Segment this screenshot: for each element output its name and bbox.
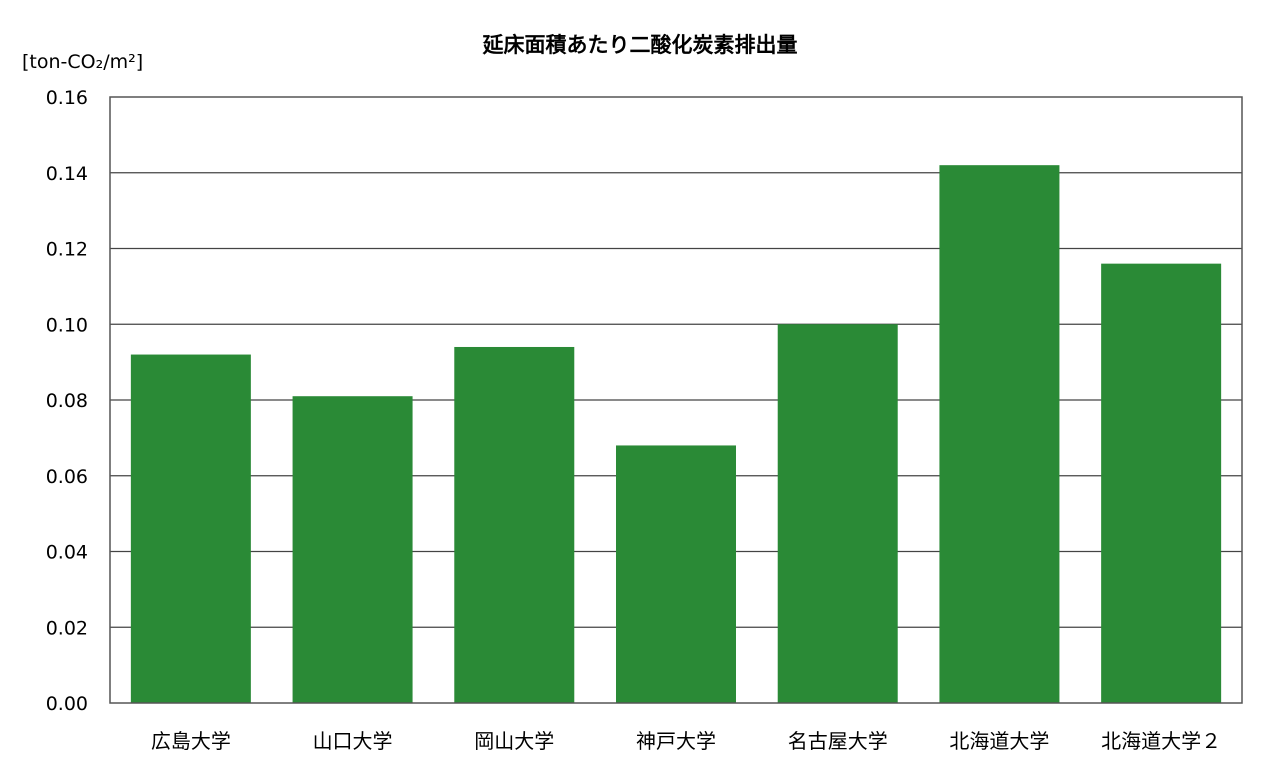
y-tick-label: 0.10 (46, 314, 88, 336)
plot-area-border (109, 96, 1243, 704)
bar (454, 346, 575, 703)
x-tick-label: 北海道大学 (949, 729, 1049, 753)
x-tick-label: 名古屋大学 (788, 729, 888, 753)
x-tick-label: 岡山大学 (474, 729, 554, 753)
chart-title: 延床面積あたり二酸化炭素排出量 (482, 33, 798, 57)
y-tick-label: 0.16 (46, 87, 88, 109)
bar (1101, 263, 1222, 703)
y-tick-label: 0.04 (46, 542, 88, 564)
x-tick-label: 北海道大学２ (1101, 729, 1221, 753)
x-tick-label: 神戸大学 (636, 729, 716, 753)
bar (777, 324, 898, 703)
y-axis-label: [ton-CO₂/m²] (22, 51, 143, 73)
x-tick-label: 山口大学 (313, 729, 393, 753)
bar (616, 445, 736, 703)
y-tick-label: 0.14 (46, 163, 88, 185)
bar (939, 165, 1060, 704)
x-tick-label: 広島大学 (151, 729, 231, 753)
bar (292, 396, 413, 703)
bar (130, 354, 251, 703)
y-tick-label: 0.08 (46, 390, 88, 412)
y-tick-label: 0.02 (46, 617, 88, 639)
y-tick-label: 0.00 (46, 693, 88, 715)
y-tick-label: 0.12 (46, 239, 88, 261)
y-tick-label: 0.06 (46, 466, 88, 488)
